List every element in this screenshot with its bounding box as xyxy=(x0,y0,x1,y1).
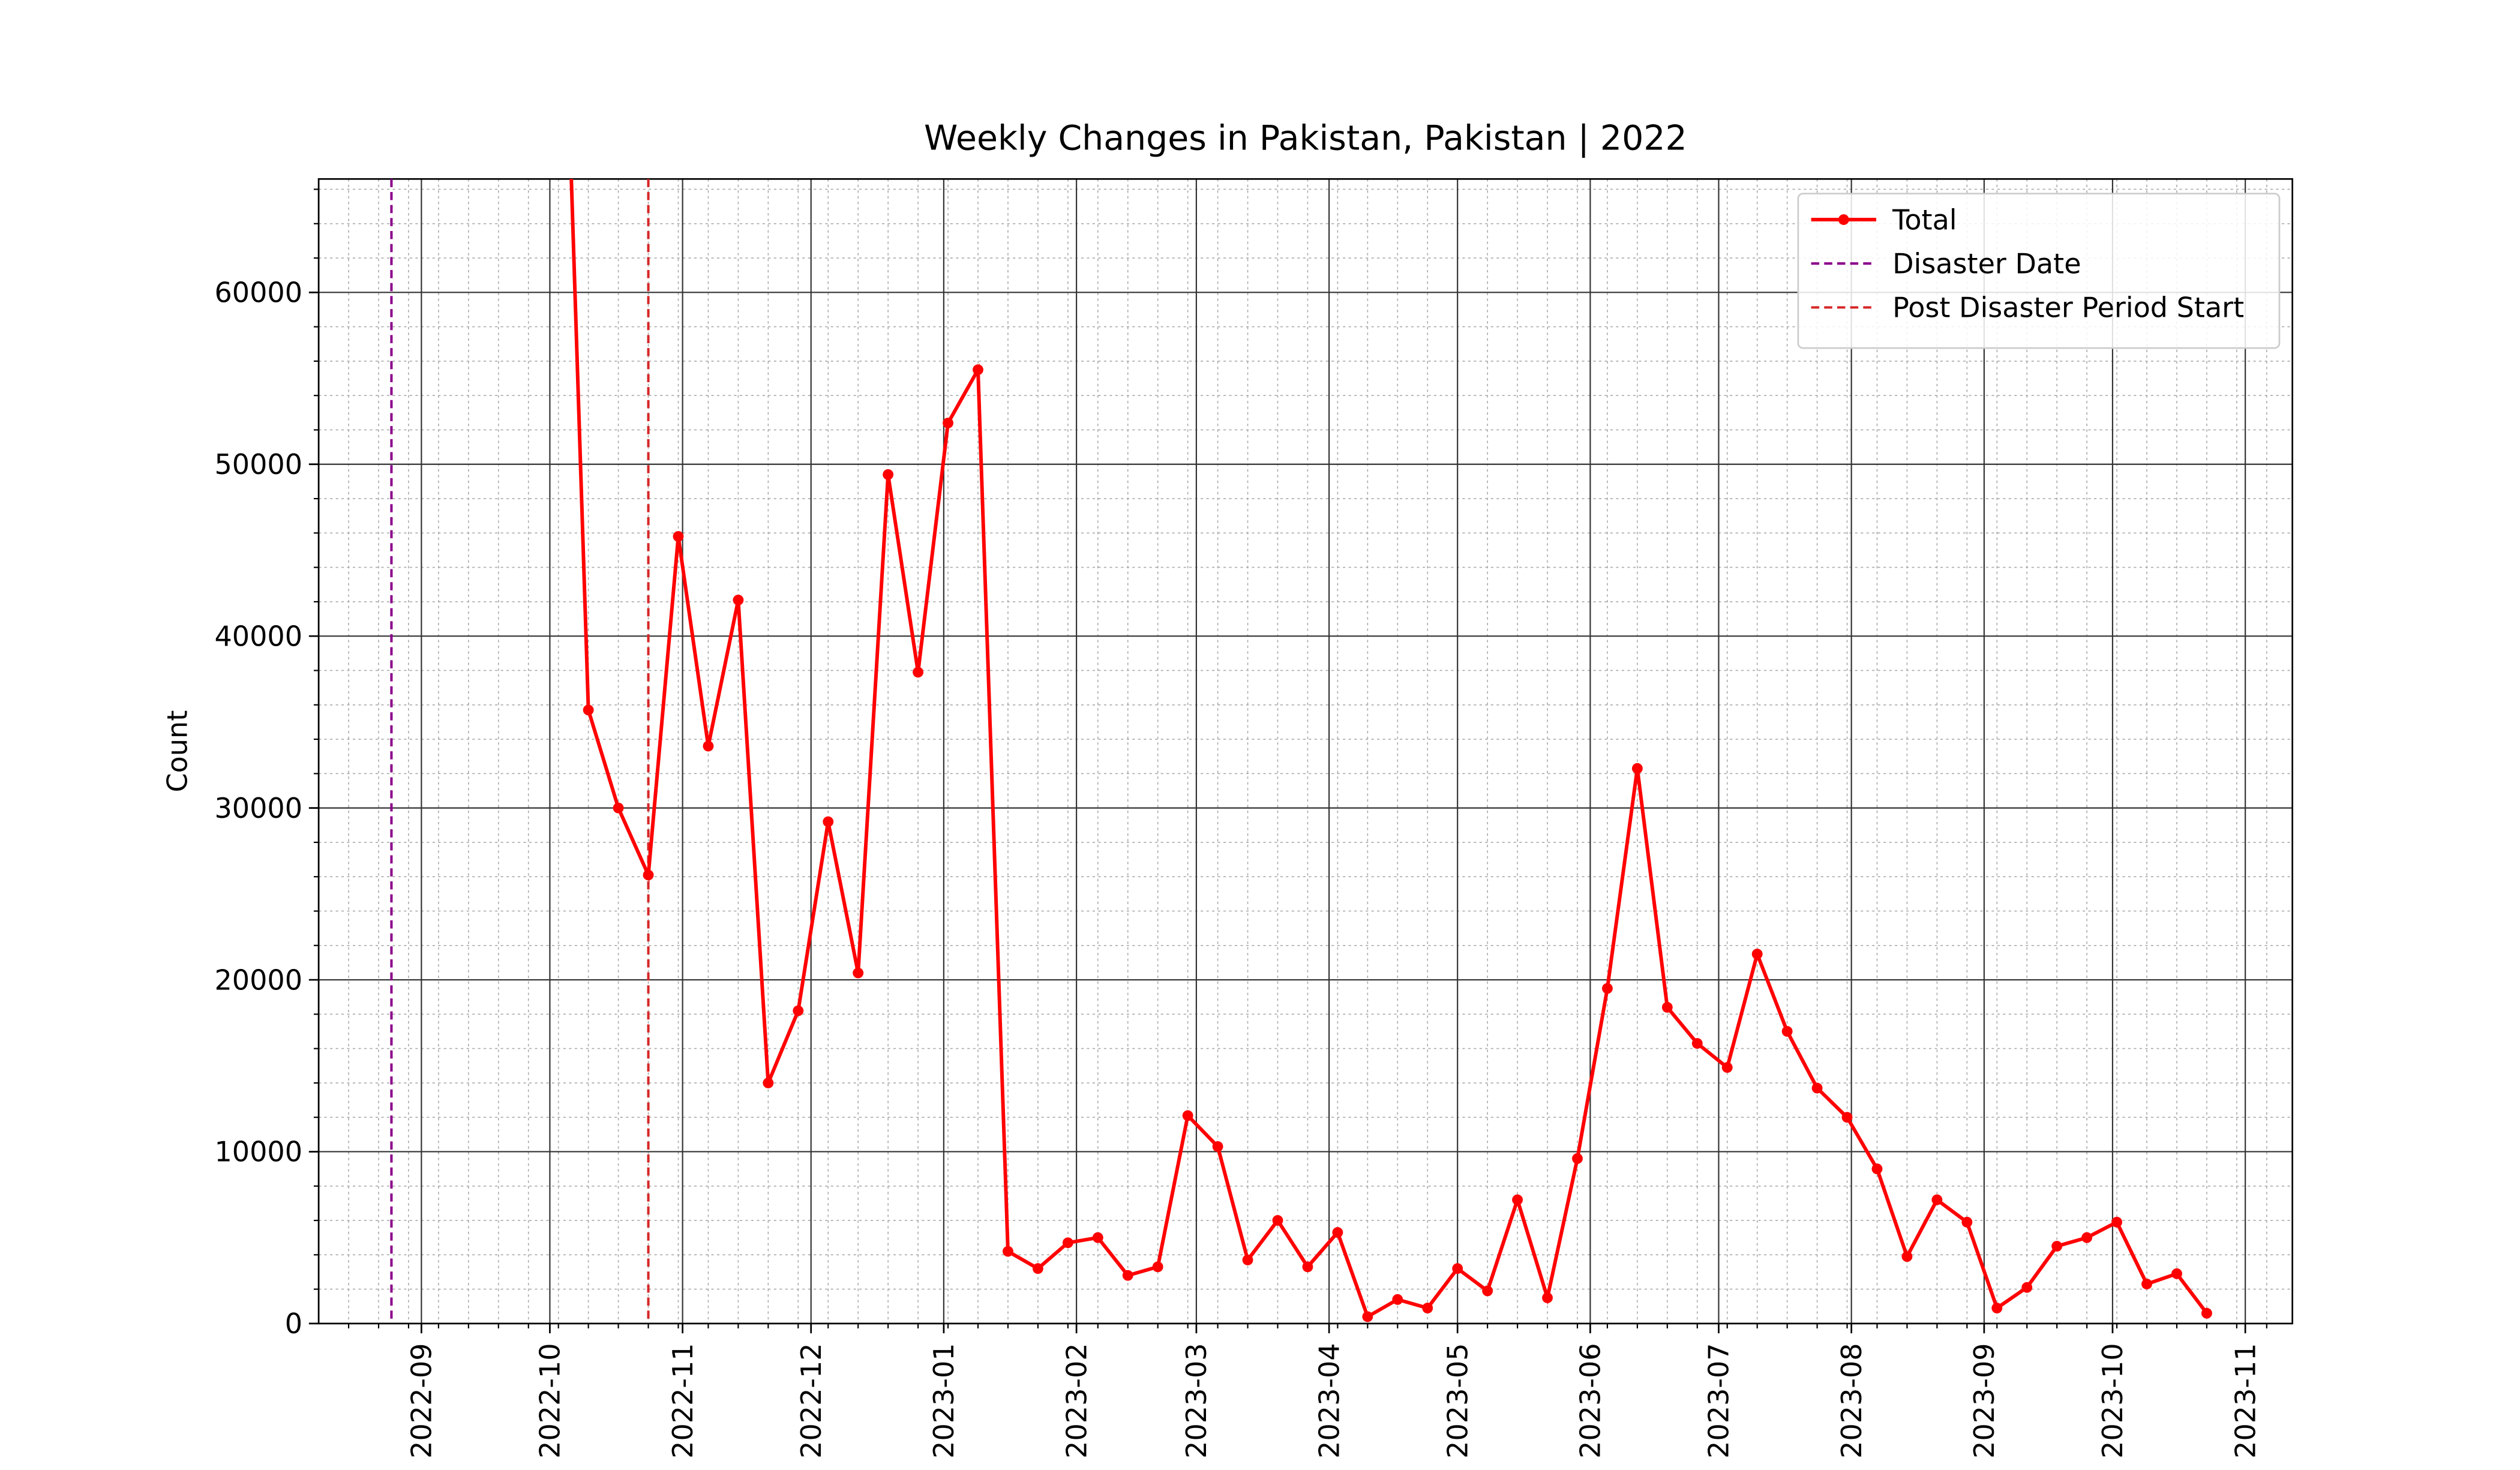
point xyxy=(1182,1110,1193,1121)
point xyxy=(1721,1062,1733,1073)
legend-box xyxy=(1797,193,2281,349)
point xyxy=(1362,1311,1373,1322)
point xyxy=(763,1077,774,1088)
point xyxy=(1272,1215,1283,1226)
point xyxy=(1122,1270,1133,1281)
point xyxy=(1512,1194,1523,1205)
point xyxy=(1422,1303,1433,1314)
x-tick-label: 2023-11 xyxy=(2229,1343,2261,1458)
x-tick-label: 2023-05 xyxy=(1441,1343,1474,1458)
x-tick-label: 2023-08 xyxy=(1835,1343,1868,1458)
legend-label: Total xyxy=(1892,203,1957,236)
y-tick-label: 20000 xyxy=(215,964,302,996)
point xyxy=(1841,1112,1853,1123)
point xyxy=(1691,1038,1703,1049)
point xyxy=(883,469,894,480)
legend-marker xyxy=(1838,214,1849,225)
x-tick-label: 2023-06 xyxy=(1574,1343,1607,1458)
point xyxy=(1631,763,1643,774)
point xyxy=(613,802,624,814)
point xyxy=(1781,1026,1793,1037)
y-tick-label: 10000 xyxy=(215,1136,302,1168)
point xyxy=(1961,1216,1973,1228)
point xyxy=(1152,1261,1163,1273)
x-tick-label: 2023-02 xyxy=(1060,1343,1093,1458)
line xyxy=(569,179,2209,1319)
point xyxy=(1002,1246,1013,1257)
x-tick-label: 2023-03 xyxy=(1180,1343,1213,1458)
point xyxy=(583,704,594,716)
point xyxy=(913,667,924,678)
point xyxy=(1572,1153,1583,1164)
point xyxy=(1901,1251,1913,1262)
point xyxy=(973,364,983,376)
point xyxy=(1601,983,1613,994)
point xyxy=(1931,1194,1943,1205)
point xyxy=(1032,1263,1043,1274)
y-tick-label: 60000 xyxy=(215,277,302,309)
point xyxy=(673,531,684,542)
point xyxy=(1991,1303,2003,1314)
x-tick-label: 2022-10 xyxy=(534,1343,566,1458)
point xyxy=(1482,1285,1493,1297)
y-axis-label: Count xyxy=(161,710,194,793)
point xyxy=(2021,1282,2033,1293)
x-tick-label: 2023-10 xyxy=(2096,1343,2129,1458)
point xyxy=(1392,1294,1403,1305)
point xyxy=(1092,1232,1103,1243)
point xyxy=(1062,1237,1073,1249)
x-tick-label: 2022-11 xyxy=(667,1343,699,1458)
point xyxy=(703,740,714,752)
point xyxy=(2171,1268,2182,1279)
plot-area xyxy=(390,179,2212,1324)
point xyxy=(2141,1279,2152,1289)
point xyxy=(1811,1082,1823,1094)
point xyxy=(1242,1254,1253,1265)
point xyxy=(2111,1216,2123,1228)
x-tick-label: 2023-04 xyxy=(1313,1343,1345,1458)
x-tick-label: 2022-12 xyxy=(795,1343,827,1458)
x-tick-label: 2023-07 xyxy=(1703,1343,1735,1458)
point xyxy=(643,869,654,881)
plot-frame xyxy=(317,178,2293,1325)
legend-label: Post Disaster Period Start xyxy=(1892,292,2244,324)
point xyxy=(733,595,744,605)
point xyxy=(1302,1261,1313,1273)
legend-label: Disaster Date xyxy=(1892,247,2081,280)
point xyxy=(1452,1263,1463,1274)
point xyxy=(853,967,864,979)
point xyxy=(943,418,953,428)
x-tick-label: 2023-09 xyxy=(1968,1343,2000,1458)
x-tick-label: 2022-09 xyxy=(406,1343,438,1458)
point xyxy=(2081,1232,2093,1243)
point xyxy=(1542,1292,1553,1303)
x-tick-label: 2023-01 xyxy=(928,1343,960,1458)
point xyxy=(2201,1307,2212,1319)
point xyxy=(2051,1241,2063,1252)
y-tick-label: 40000 xyxy=(215,620,302,652)
y-tick-label: 30000 xyxy=(215,792,302,824)
y-tick-label: 50000 xyxy=(215,448,302,481)
y-tick-label: 0 xyxy=(285,1307,302,1340)
point xyxy=(1212,1141,1223,1152)
point xyxy=(1332,1227,1343,1238)
point xyxy=(1871,1163,1883,1175)
point xyxy=(1661,1001,1673,1013)
chart-title: Weekly Changes in Pakistan, Pakistan | 2… xyxy=(924,119,1687,158)
point xyxy=(793,1005,804,1016)
point xyxy=(823,816,834,827)
point xyxy=(1751,949,1763,960)
